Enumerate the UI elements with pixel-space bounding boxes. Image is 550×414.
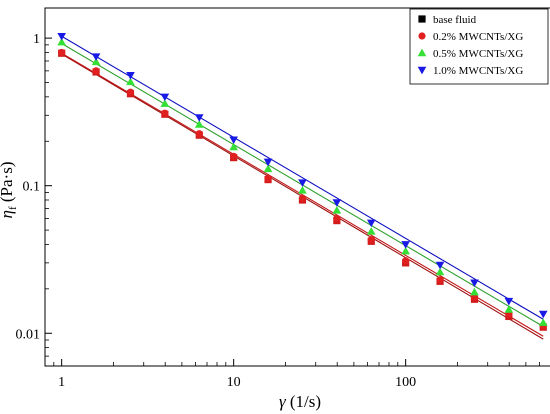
- data-point-s1-0: [58, 48, 66, 57]
- data-point-s1-1: [92, 67, 100, 75]
- data-point-s3-12: [470, 279, 479, 288]
- data-point-s2-8: [332, 206, 342, 214]
- y-tick-label: 0.1: [23, 180, 41, 195]
- fit-line-1: [61, 52, 544, 337]
- legend-marker-2: [417, 48, 427, 57]
- data-point-s2-12: [470, 287, 479, 296]
- x-tick-label: 10: [227, 375, 241, 390]
- data-point-s2-9: [366, 227, 376, 235]
- data-point-s2-0: [57, 37, 66, 46]
- legend-label-0-2: 0.2% MWCNTs/XG: [433, 31, 523, 43]
- fit-line-3: [61, 35, 544, 320]
- legend-box: [409, 8, 549, 85]
- data-point-s3-1: [91, 53, 101, 61]
- legend-label-1-0: 1.0% MWCNTs/XG: [433, 65, 523, 77]
- data-point-s2-1: [91, 57, 101, 66]
- axis-ticks: 1 10 100 1 0.1 0.01: [16, 32, 540, 390]
- data-point-s3-11: [435, 261, 445, 270]
- data-point-s1-3: [161, 109, 169, 117]
- data-point-s1-9: [367, 236, 375, 244]
- data-point-s2-7: [298, 186, 307, 194]
- data-point-s3-4: [194, 114, 204, 122]
- data-point-s3-6: [263, 158, 273, 167]
- legend-label-0-5: 0.5% MWCNTs/XG: [433, 48, 523, 60]
- data-points: [57, 32, 548, 331]
- data-point-s1-11: [436, 276, 444, 284]
- data-point-s2-5: [229, 142, 238, 151]
- data-point-s3-14: [538, 310, 548, 319]
- data-point-s1-4: [195, 130, 203, 138]
- legend-markers: [417, 15, 427, 75]
- data-point-s3-8: [332, 199, 342, 207]
- x-tick-label: 1: [58, 375, 65, 390]
- data-point-s2-11: [435, 267, 445, 276]
- data-point-s3-9: [366, 219, 376, 228]
- data-point-s2-14: [538, 318, 548, 326]
- legend-label-base-fluid: base fluid: [433, 14, 477, 26]
- data-point-s3-10: [401, 241, 410, 249]
- data-point-s3-7: [298, 179, 307, 187]
- data-point-s1-2: [126, 88, 135, 96]
- legend-marker-3: [417, 66, 427, 75]
- y-axis-label: ηf (Pa·s): [0, 162, 19, 219]
- data-point-s3-0: [57, 32, 66, 41]
- plot-frame: [44, 7, 550, 367]
- data-point-s2-6: [263, 164, 273, 173]
- legend: base fluid 0.2% MWCNTs/XG 0.5% MWCNTs/XG…: [409, 8, 549, 85]
- data-point-s1-5: [230, 152, 238, 160]
- data-point-s2-4: [194, 120, 204, 128]
- x-tick-label: 100: [395, 375, 416, 390]
- data-point-s2-3: [160, 99, 170, 107]
- data-point-s1-10: [402, 257, 410, 265]
- data-point-s3-5: [229, 136, 238, 145]
- data-point-s1-7: [298, 194, 307, 203]
- data-point-s1-6: [264, 174, 272, 183]
- y-tick-label: 0.01: [16, 327, 41, 342]
- legend-marker-1: [418, 32, 426, 40]
- data-point-s1-8: [333, 214, 341, 223]
- data-point-s3-2: [126, 72, 135, 80]
- data-point-s1-12: [470, 293, 479, 301]
- data-point-s2-2: [126, 77, 135, 86]
- y-tick-label: 1: [33, 32, 40, 47]
- data-point-s2-13: [504, 305, 514, 313]
- data-point-s2-10: [401, 246, 410, 255]
- legend-marker-0: [418, 15, 426, 23]
- x-axis-label: γ (1/s): [279, 392, 321, 411]
- data-point-s3-3: [160, 93, 170, 102]
- data-point-s3-13: [504, 297, 514, 306]
